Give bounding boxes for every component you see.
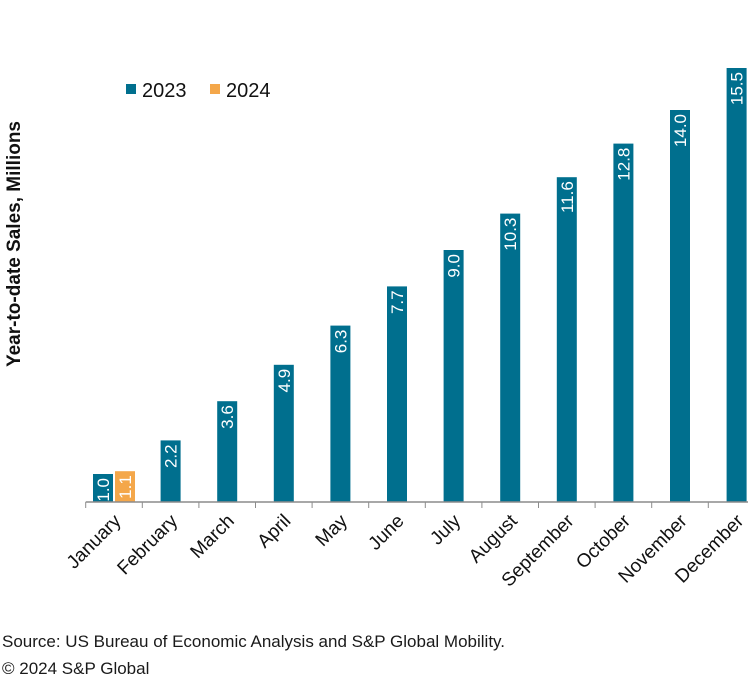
x-tick-label-april: April [254,511,296,553]
x-tick-label-february: February [114,510,183,579]
data-label-2023-january: 1.0 [94,478,113,502]
bar-2023-november [670,110,690,502]
data-label-2023-november: 14.0 [671,114,690,147]
bar-2023-may [330,325,351,502]
x-tick-label-june: June [365,511,409,555]
bar-chart: 2023 2024 1.0 1.1 2.2 3.6 4.9 6.3 7.7 9.0 10.3 11.… [4,68,748,591]
data-label-2023-february: 2.2 [162,444,181,468]
y-axis-label: Year-to-date Sales, Millions [4,121,25,367]
legend-swatch-2024 [210,84,220,94]
data-label-2023-july: 9.0 [445,254,464,278]
bar-2023-october [613,143,634,502]
bar-2024-january [115,471,135,502]
bar-2023-september [556,177,577,502]
x-tick-label-august: August [465,510,522,567]
bar-2023-july [443,250,464,502]
bar-2023-june [387,286,407,502]
bar-2023-april [273,364,294,502]
legend: 2023 2024 [126,80,271,102]
data-label-2023-march: 3.6 [218,405,237,429]
data-label-2023-december: 15.5 [728,72,747,105]
bar-2023-february [160,440,181,502]
legend-swatch-2023 [126,84,136,94]
data-label-2024-january: 1.1 [116,475,135,499]
bar-2023-august [500,213,521,502]
bar-2023-january [93,474,113,502]
copyright-note: © 2024 S&P Global [2,659,150,678]
data-label-2023-september: 11.6 [558,181,577,213]
data-label-2023-june: 7.7 [388,290,407,314]
bar-2023-march [217,401,238,502]
bar-2023-december [726,68,747,502]
x-tick-label-may: May [312,510,353,551]
bars: 1.0 1.1 2.2 3.6 4.9 6.3 7.7 9.0 10.3 11.6 12.8 14.0… [93,68,747,502]
legend-label-2023: 2023 [142,80,187,102]
data-label-2023-april: 4.9 [275,369,294,393]
data-label-2023-may: 6.3 [331,330,350,354]
x-tick-label-july: July [426,510,465,549]
data-label-2023-august: 10.3 [501,218,520,251]
source-note: Source: US Bureau of Economic Analysis a… [2,632,506,651]
x-tick-label-march: March [187,511,239,563]
data-label-2023-october: 12.8 [614,148,633,181]
legend-label-2024: 2024 [226,80,271,102]
